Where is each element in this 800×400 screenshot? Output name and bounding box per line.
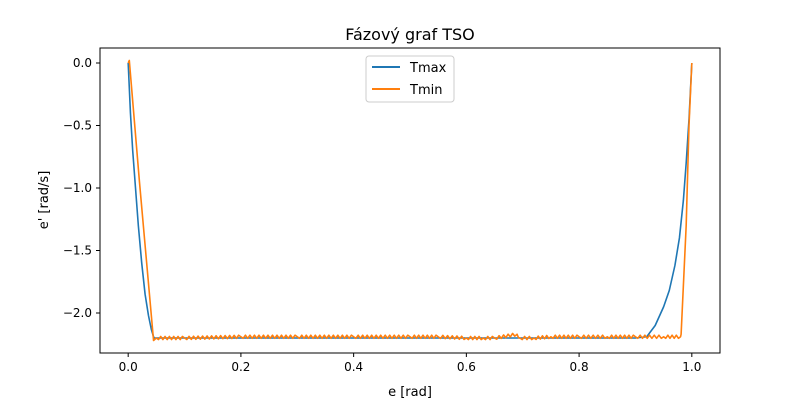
y-axis-ticks: 0.0 −0.5 −1.0 −1.5 −2.0 [63,56,100,320]
x-tick-label: 1.0 [682,360,701,374]
y-tick-label: −0.5 [63,119,92,133]
legend: Tmax Tmin [365,55,455,103]
x-tick-label: 0.2 [231,360,250,374]
y-tick-label: −1.0 [63,181,92,195]
plot-frame [99,47,721,354]
series-line-tmax [127,62,693,339]
legend-label-tmin: Tmin [409,83,442,98]
x-tick-label: 0.0 [119,360,138,374]
legend-label-tmax: Tmax [409,61,447,76]
plot-area [127,59,693,342]
y-tick-label: −1.5 [63,244,92,258]
series-line-tmin [127,59,693,342]
x-tick-label: 0.4 [344,360,363,374]
y-tick-label: −2.0 [63,306,92,320]
y-axis-label: e' [rad/s] [37,171,52,230]
x-axis-ticks: 0.0 0.2 0.4 0.6 0.8 1.0 [119,353,701,374]
y-tick-label: 0.0 [73,56,92,70]
chart-title: Fázový graf TSO [345,25,475,44]
x-axis-label: e [rad] [388,385,432,400]
x-tick-label: 0.6 [457,360,476,374]
x-tick-label: 0.8 [570,360,589,374]
